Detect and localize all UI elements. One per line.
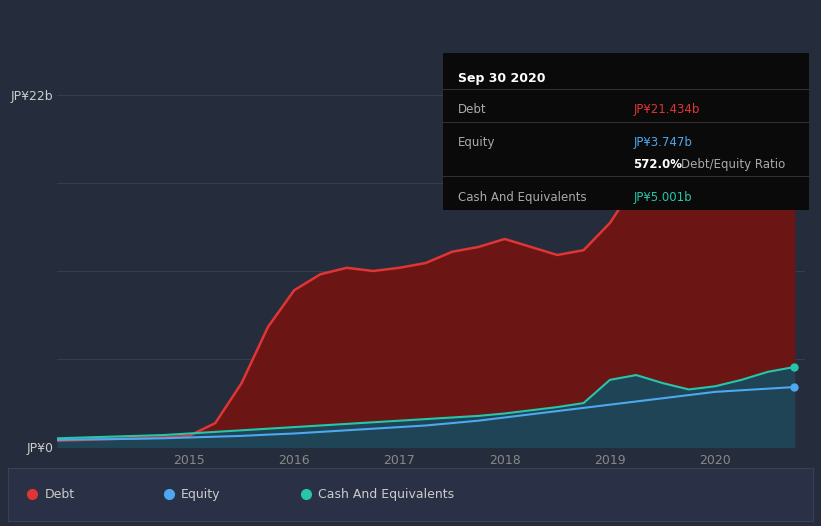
Text: Debt: Debt	[458, 103, 487, 116]
Text: Cash And Equivalents: Cash And Equivalents	[318, 488, 454, 501]
Text: Equity: Equity	[458, 136, 495, 149]
Text: JP¥5.001b: JP¥5.001b	[633, 191, 692, 205]
Text: Debt: Debt	[44, 488, 75, 501]
Text: JP¥21.434b: JP¥21.434b	[633, 103, 699, 116]
Text: Sep 30 2020: Sep 30 2020	[458, 72, 545, 85]
Text: Equity: Equity	[181, 488, 221, 501]
Text: Cash And Equivalents: Cash And Equivalents	[458, 191, 586, 205]
Text: 572.0%: 572.0%	[633, 158, 682, 171]
Text: Debt/Equity Ratio: Debt/Equity Ratio	[681, 158, 785, 171]
Text: JP¥3.747b: JP¥3.747b	[633, 136, 692, 149]
